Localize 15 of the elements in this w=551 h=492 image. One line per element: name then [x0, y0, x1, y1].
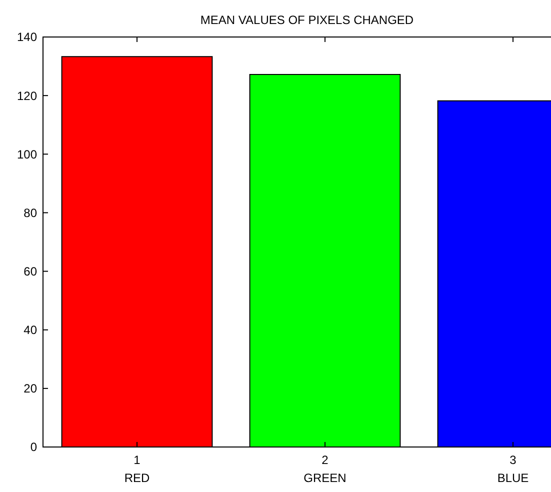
y-tick-label: 0 — [30, 440, 38, 454]
text: RED — [124, 471, 150, 485]
y-tick-label: 80 — [24, 206, 38, 220]
x-tick-label: 1 — [134, 453, 141, 467]
y-tick-label: 60 — [24, 264, 38, 278]
text: GREEN — [304, 471, 346, 485]
y-tick-label: 120 — [16, 88, 38, 103]
y-tick-label: 140 — [16, 30, 38, 44]
y-tick-label: 40 — [24, 323, 38, 338]
y-tick-label: 100 — [16, 147, 38, 162]
x-tick-label: 2 — [322, 453, 329, 467]
text: BLUE — [497, 471, 529, 485]
x-tick-label: 3 — [510, 453, 517, 467]
y-tick-label: 20 — [24, 382, 38, 396]
chart-title: MEAN VALUES OF PIXELS CHANGED — [200, 13, 414, 27]
